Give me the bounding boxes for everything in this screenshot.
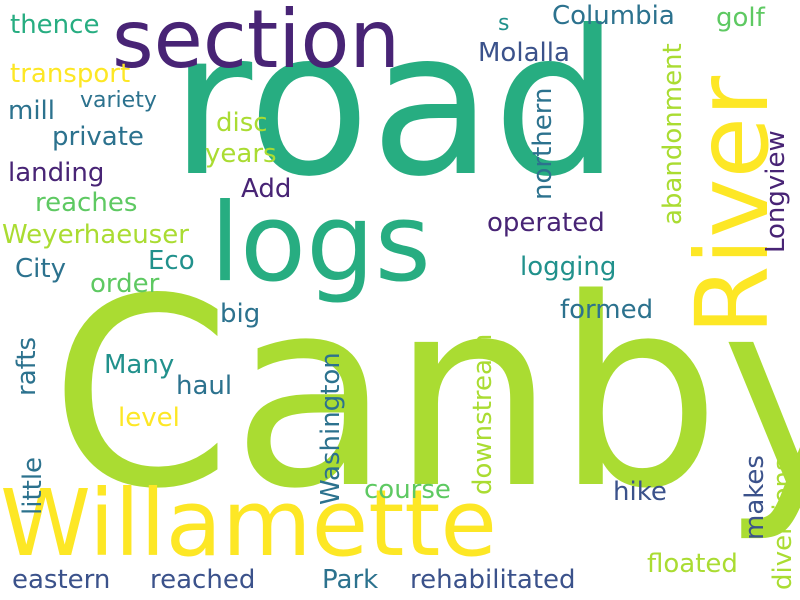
word-operated: operated [487,208,605,238]
word-disc: disc [216,108,268,138]
word-columbia: Columbia [552,1,675,31]
word-mill: mill [8,96,55,126]
word-haul: haul [176,371,233,401]
word-s: s [498,11,510,36]
word-years: years [205,139,277,169]
word-abandonment: abandonment [658,43,688,225]
word-willamette: Willamette [0,470,497,577]
word-eco: Eco [148,246,195,276]
word-many: Many [104,350,175,380]
word-rehabilitated: rehabilitated [410,565,576,595]
word-variety: variety [80,88,157,113]
word-add: Add [241,174,292,204]
word-formed: formed [560,295,654,325]
word-logging: logging [520,252,617,282]
word-transport: transport [10,59,131,89]
word-makes: makes [740,455,770,540]
word-reached: reached [150,565,256,595]
word-big: big [220,299,261,329]
word-longview: Longview [761,130,791,253]
word-road: road [170,0,620,221]
word-diversions: diversions [768,457,798,590]
word-rafts: rafts [12,336,42,396]
word-landing: landing [8,158,105,188]
word-washington: Washington [316,352,346,505]
word-private: private [52,122,144,152]
word-thence: thence [10,10,100,40]
word-weyerhaeuser: Weyerhaeuser [2,220,189,250]
word-golf: golf [716,3,765,33]
word-floated: floated [647,549,738,579]
word-northern: northern [528,87,558,200]
word-downstream: downstream [468,333,498,495]
word-logs: logs [210,181,431,306]
word-molalla: Molalla [478,38,570,68]
word-order: order [90,269,160,299]
word-city: City [15,254,66,284]
word-section: section [112,0,401,86]
word-little: little [18,456,48,515]
word-hike: hike [613,477,667,507]
word-park: Park [322,565,379,595]
word-eastern: eastern [12,565,111,595]
word-reaches: reaches [35,188,138,218]
word-course: course [364,475,451,505]
word-level: level [118,403,180,433]
word-canby: Canby [50,244,800,546]
